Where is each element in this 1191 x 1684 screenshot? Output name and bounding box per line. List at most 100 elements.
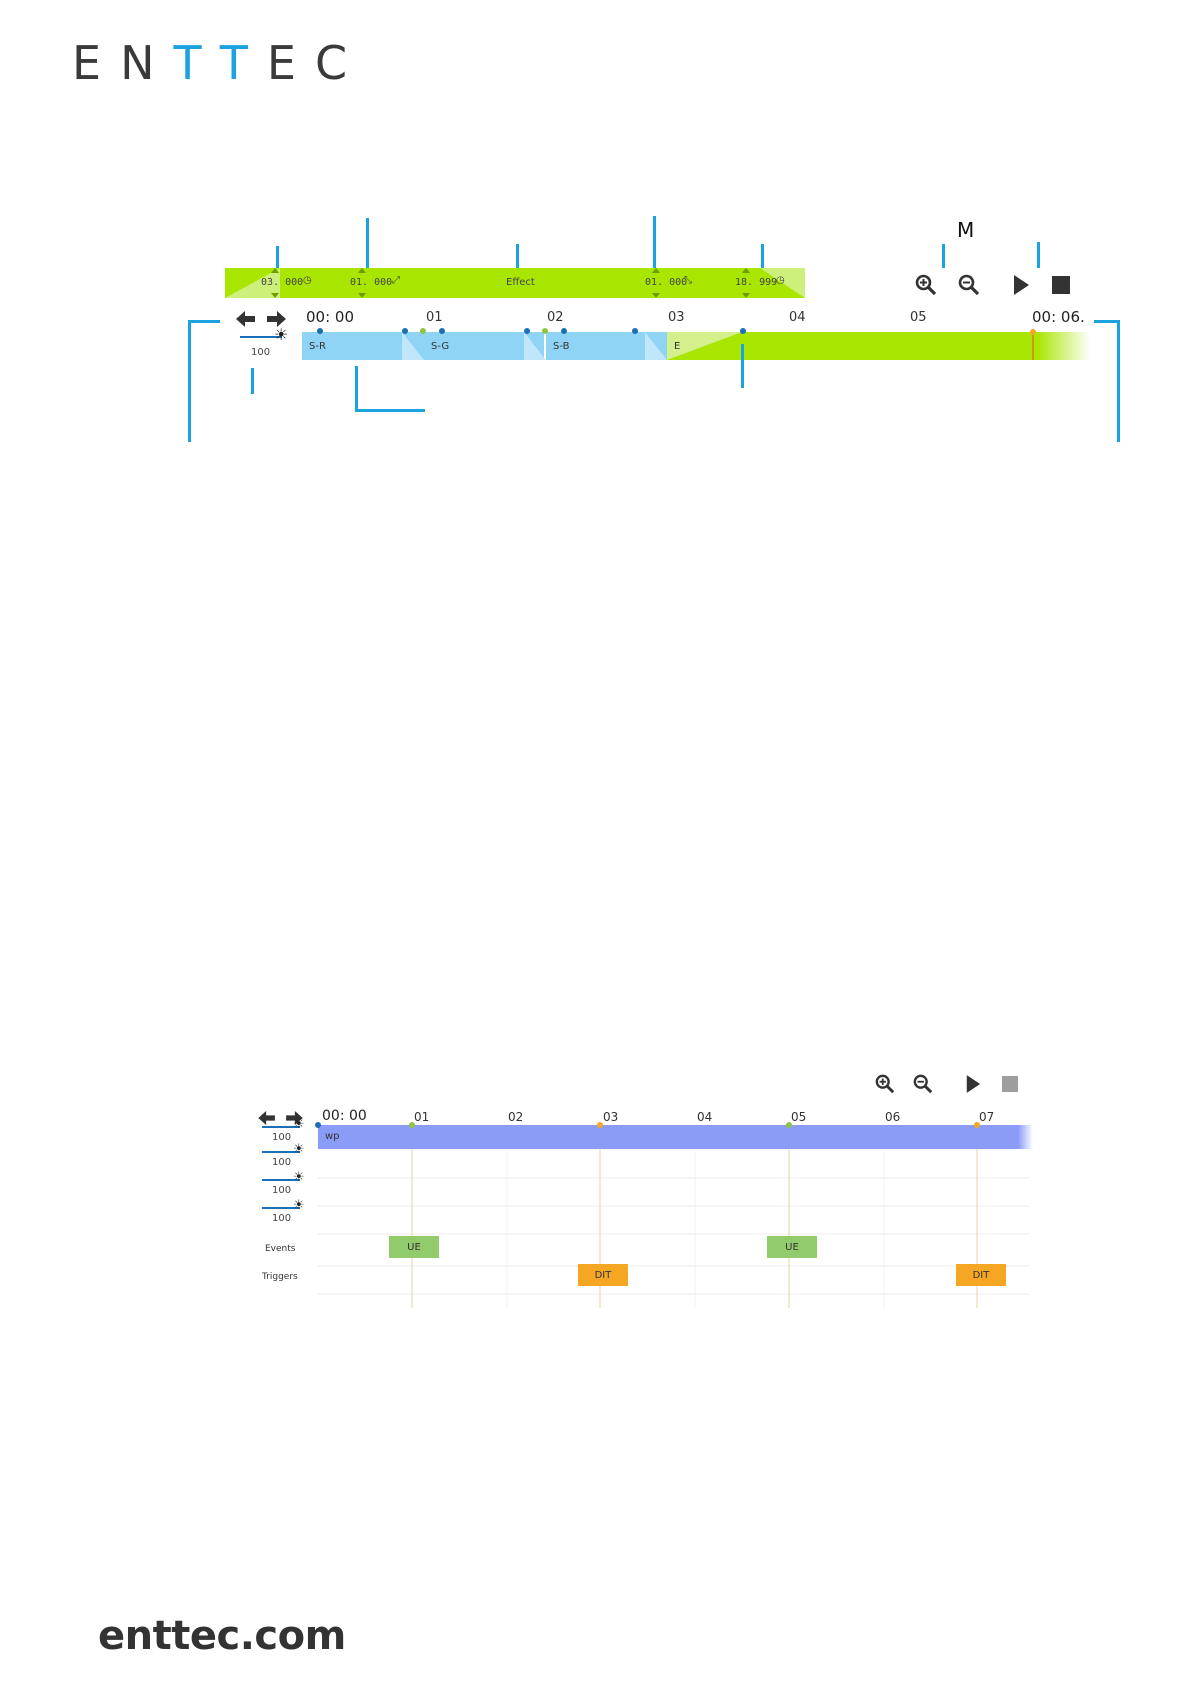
time-tick: 04 <box>697 1110 713 1124</box>
time-tick: 01 <box>426 310 443 325</box>
callout-line <box>251 368 254 394</box>
clip-transition <box>645 332 667 360</box>
playhead-dot[interactable] <box>1030 329 1036 335</box>
play-icon[interactable] <box>1012 274 1030 296</box>
trigger-dot[interactable] <box>974 1122 980 1128</box>
event-box[interactable]: UE <box>767 1236 817 1258</box>
intensity-slider-track[interactable] <box>262 1207 300 1209</box>
keyframe-dot[interactable] <box>740 328 746 334</box>
effect-bar-fill <box>225 268 805 298</box>
arrow-left-icon[interactable] <box>236 311 256 327</box>
track-clip-label: wp <box>325 1131 340 1142</box>
event-dot[interactable] <box>409 1122 415 1128</box>
zoom-in-icon[interactable] <box>915 274 937 296</box>
stop-icon[interactable] <box>1052 276 1070 294</box>
intensity-slider-track[interactable] <box>240 336 282 338</box>
keyframe-dot[interactable] <box>315 1122 321 1128</box>
stop-icon[interactable] <box>1002 1076 1018 1092</box>
footer-url[interactable]: enttec.com <box>98 1613 346 1659</box>
brightness-icon[interactable]: ☀ <box>293 1142 305 1157</box>
brightness-icon[interactable]: ☀ <box>293 1170 305 1185</box>
logo-tt: TT <box>173 36 267 90</box>
keyframe-dot[interactable] <box>524 328 530 334</box>
clip-label: E <box>674 341 681 352</box>
effect-handle-down-icon <box>742 293 750 298</box>
clip-label: S-R <box>309 341 326 352</box>
effect-bar[interactable] <box>225 268 805 298</box>
clip-transition <box>524 332 546 360</box>
intensity-slider-track[interactable] <box>262 1151 300 1153</box>
effect-fade-in-ramp <box>225 268 280 298</box>
trigger-dot[interactable] <box>597 1122 603 1128</box>
brightness-icon[interactable]: ☀ <box>293 1117 305 1132</box>
keyframe-dot[interactable] <box>632 328 638 334</box>
intensity-value: 100 <box>272 1132 292 1143</box>
callout-line <box>942 244 945 268</box>
clip-e-fade-in <box>667 332 742 360</box>
clip-label: S-G <box>431 341 450 352</box>
keyframe-dot[interactable] <box>439 328 445 334</box>
bottom-timeline-figure: 00: 00 01 02 03 04 05 06 07 wp <box>0 1060 1191 1320</box>
keyframe-dot[interactable] <box>317 328 323 334</box>
trigger-box[interactable]: DIT <box>956 1264 1006 1286</box>
effect-right-value[interactable]: 18. 999 <box>735 277 778 288</box>
effect-handle-up-icon <box>271 268 279 273</box>
intensity-value: 100 <box>272 1157 292 1168</box>
time-tick: 04 <box>789 310 806 325</box>
effect-fade-in-value[interactable]: 01. 000 <box>350 277 393 288</box>
arrow-left-icon[interactable] <box>258 1111 276 1125</box>
zoom-in-icon[interactable] <box>875 1074 895 1094</box>
intensity-slider-track[interactable] <box>262 1179 300 1181</box>
effect-handle-down-icon <box>358 293 366 298</box>
time-tick: 03 <box>668 310 685 325</box>
zoom-out-icon[interactable] <box>958 274 980 296</box>
callout-line <box>366 218 369 270</box>
play-icon[interactable] <box>965 1074 981 1094</box>
effect-fade-out-ramp <box>760 268 805 298</box>
keyframe-dot[interactable] <box>561 328 567 334</box>
arrow-right-icon[interactable] <box>285 1111 303 1125</box>
callout-line <box>516 244 519 270</box>
event-dot[interactable] <box>786 1122 792 1128</box>
start-time: 00: 00 <box>306 308 354 326</box>
logo-prefix: EN <box>72 36 174 90</box>
callout-bracket <box>355 409 425 412</box>
end-time: 00: 06. <box>1032 308 1085 326</box>
keyframe-dot[interactable] <box>420 328 426 334</box>
effect-handle-down-icon <box>652 293 660 298</box>
intensity-slider-track[interactable] <box>262 1126 300 1128</box>
event-box[interactable]: UE <box>389 1236 439 1258</box>
time-tick: 02 <box>508 1110 524 1124</box>
effect-left-value[interactable]: 03. 000 <box>261 277 304 288</box>
fade-out-icon: ⤡ <box>684 275 692 286</box>
keyframe-dot[interactable] <box>402 328 408 334</box>
track-clip-wp[interactable] <box>318 1125 1033 1149</box>
clip-e-tail <box>1037 332 1090 360</box>
zoom-out-icon[interactable] <box>913 1074 933 1094</box>
callout-bracket <box>188 320 191 442</box>
brightness-icon[interactable]: ☀ <box>293 1198 305 1213</box>
triggers-row-label: Triggers <box>262 1272 298 1282</box>
effect-fade-out-value[interactable]: 01. 000 <box>645 277 688 288</box>
callout-line <box>741 344 744 388</box>
arrow-right-icon[interactable] <box>266 311 286 327</box>
keyframe-dot[interactable] <box>542 328 548 334</box>
clip-transition <box>402 332 424 360</box>
effect-handle-up-icon <box>742 268 750 273</box>
logo-suffix: EC <box>266 36 367 90</box>
start-time: 00: 00 <box>322 1108 367 1124</box>
effect-handle-up-icon <box>358 268 366 273</box>
clip-track[interactable] <box>302 332 1090 362</box>
effect-handle-down-icon <box>271 293 279 298</box>
intensity-value: 100 <box>272 1185 292 1196</box>
time-tick: 07 <box>979 1110 995 1124</box>
trigger-box[interactable]: DIT <box>578 1264 628 1286</box>
intensity-value: 100 <box>251 347 271 358</box>
brightness-icon[interactable]: ☀ <box>274 325 289 344</box>
time-tick: 03 <box>603 1110 619 1124</box>
time-tick: 05 <box>910 310 927 325</box>
callout-bracket <box>355 366 358 412</box>
callout-line <box>1037 242 1040 268</box>
effect-label: Effect <box>506 277 535 288</box>
callout-line <box>276 246 279 270</box>
